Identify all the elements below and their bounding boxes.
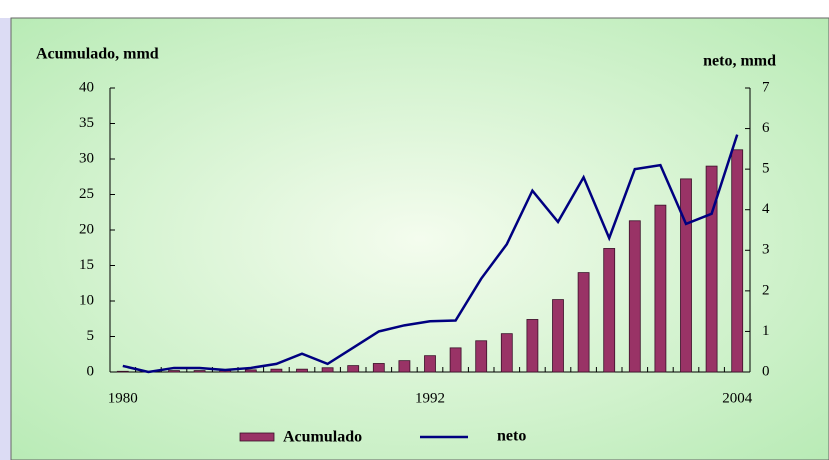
y-axis-title: Acumulado, mmd — [36, 46, 159, 63]
bar — [168, 370, 180, 373]
bar — [372, 363, 385, 373]
side-strip — [0, 18, 11, 460]
y-tick-label: 10 — [79, 292, 94, 308]
bar — [424, 355, 436, 373]
bar — [244, 369, 257, 373]
y2-tick-label: 4 — [762, 201, 770, 217]
bar — [680, 178, 692, 373]
bar — [296, 368, 308, 373]
bar — [603, 248, 616, 373]
x-tick-label: 1992 — [415, 390, 445, 406]
y-tick-label: 0 — [87, 363, 95, 379]
bar — [654, 204, 667, 373]
bar — [552, 299, 564, 373]
bar — [321, 367, 334, 373]
bar — [705, 165, 718, 373]
y2-tick-label: 2 — [762, 282, 770, 298]
y2-tick-label: 0 — [762, 363, 770, 379]
y2-tick-label: 1 — [762, 323, 770, 339]
y2-tick-label: 7 — [762, 79, 770, 95]
y-tick-label: 40 — [79, 79, 94, 95]
y-tick-label: 30 — [79, 150, 94, 166]
x-tick-label: 1980 — [108, 390, 138, 406]
y2-tick-label: 3 — [762, 242, 770, 258]
bar — [449, 347, 462, 373]
bar — [500, 333, 513, 373]
y-tick-label: 35 — [79, 115, 94, 131]
y-tick-label: 20 — [79, 221, 94, 237]
bar — [731, 149, 744, 373]
x-tick-label: 2004 — [722, 390, 753, 406]
y2-tick-label: 6 — [762, 120, 770, 136]
y2-tick-label: 5 — [762, 161, 770, 177]
bar — [193, 370, 206, 373]
bar — [577, 272, 590, 373]
legend-swatch — [239, 432, 275, 442]
bar — [270, 368, 283, 373]
legend: Acumulado neto — [239, 428, 526, 446]
bar — [347, 365, 360, 373]
bar — [116, 370, 129, 373]
bar — [398, 360, 411, 373]
bar — [475, 340, 488, 373]
y-tick-label: 15 — [79, 257, 94, 273]
bar — [526, 319, 539, 373]
legend-label: Acumulado — [283, 429, 362, 446]
y-tick-label: 25 — [79, 186, 94, 202]
y-tick-label: 5 — [87, 328, 95, 344]
line — [122, 134, 739, 374]
chart-frame — [10, 17, 829, 460]
y2-axis-title: neto, mmd — [703, 53, 776, 70]
bar — [628, 220, 641, 373]
legend-label: neto — [497, 428, 526, 445]
